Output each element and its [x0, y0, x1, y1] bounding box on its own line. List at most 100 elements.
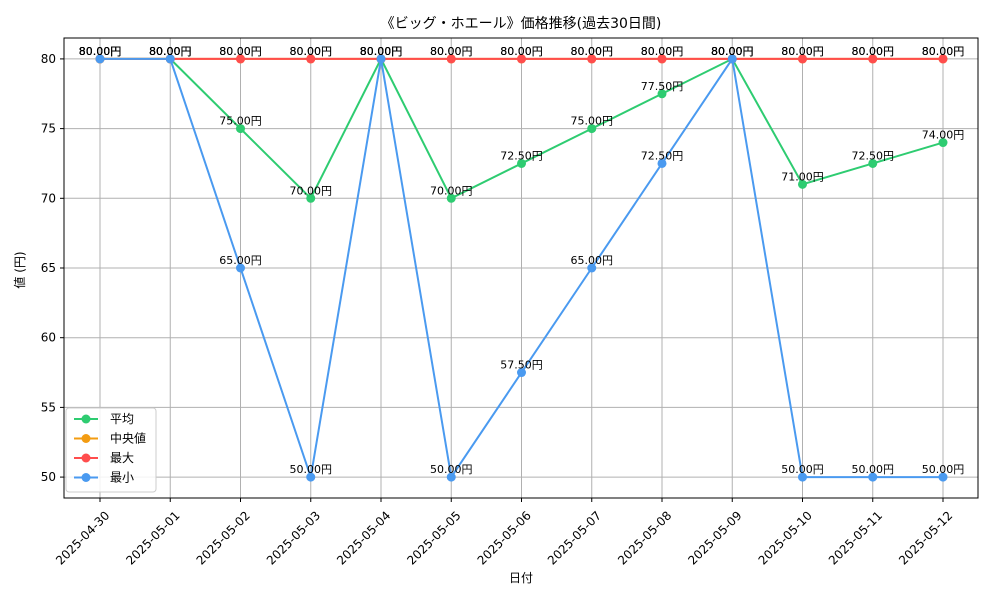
data-labels: 80.00円 80.00円 75.00円 70.00円 80.00円 70.00円 72.5…: [79, 45, 965, 476]
data-label: 80.00円: [360, 45, 403, 58]
y-tick-label: 60: [41, 331, 56, 345]
x-tick-label: 2025-05-04: [334, 508, 393, 567]
data-label: 80.00円: [711, 45, 754, 58]
x-tick-label: 2025-05-09: [685, 508, 744, 567]
y-tick-label: 55: [41, 400, 56, 414]
data-point: [938, 472, 948, 482]
x-tick-label: 2025-05-01: [123, 508, 182, 567]
series-group: [95, 54, 948, 482]
data-label: 65.00円: [219, 254, 262, 267]
data-point: [446, 472, 456, 482]
data-point: [657, 89, 667, 99]
data-label: 80.00円: [149, 45, 192, 58]
legend-label: 中央値: [110, 431, 146, 446]
data-point: [587, 124, 597, 134]
data-point: [517, 158, 526, 168]
x-tick-label: 2025-04-30: [53, 508, 112, 567]
x-tick-label: 2025-05-11: [826, 508, 885, 567]
legend-swatch-marker: [81, 453, 91, 463]
data-label: 80.00円: [149, 45, 192, 58]
data-label: 80.00円: [711, 45, 754, 58]
y-tick-label: 50: [41, 470, 56, 484]
y-axis: 50 55 60 65 70 75 80: [41, 52, 64, 484]
legend-label: 平均: [110, 412, 134, 426]
data-point: [236, 54, 245, 64]
data-point: [798, 472, 807, 482]
data-label: 50.00円: [430, 463, 473, 476]
data-point: [868, 54, 878, 64]
data-label: 80.00円: [571, 45, 614, 58]
data-label: 80.00円: [781, 45, 824, 58]
data-point: [587, 263, 597, 273]
data-label: 57.50円: [500, 359, 543, 372]
data-label: 71.00円: [781, 170, 824, 183]
data-label: 50.00円: [852, 463, 895, 476]
data-label: 80.00円: [149, 45, 192, 58]
data-point: [798, 179, 807, 189]
data-label: 50.00円: [290, 463, 333, 476]
data-label: 80.00円: [219, 45, 262, 58]
data-point: [446, 193, 456, 203]
legend-swatch-marker: [81, 473, 91, 482]
data-label: 80.00円: [922, 45, 965, 58]
x-axis: 2025-04-30 2025-05-01 2025-05-02 2025-05-03…: [53, 498, 955, 568]
data-point: [306, 472, 316, 482]
y-tick-label: 80: [41, 52, 56, 66]
data-label: 74.00円: [922, 129, 965, 142]
y-tick-label: 65: [41, 261, 56, 275]
data-label: 80.00円: [219, 45, 262, 58]
y-tick-label: 70: [41, 191, 56, 205]
data-point: [236, 124, 245, 134]
data-point: [517, 368, 526, 378]
data-label: 80.00円: [430, 45, 473, 58]
data-label: 80.00円: [290, 45, 333, 58]
data-label: 80.00円: [922, 45, 965, 58]
data-label: 80.00円: [290, 45, 333, 58]
data-point: [446, 54, 456, 64]
data-label: 80.00円: [500, 45, 543, 58]
data-point: [95, 54, 105, 64]
x-tick-label: 2025-05-07: [545, 508, 604, 567]
x-tick-label: 2025-05-06: [475, 508, 534, 567]
data-label: 80.00円: [79, 45, 122, 58]
y-axis-title: 値 (円): [12, 251, 27, 288]
data-label: 75.00円: [219, 115, 262, 128]
x-tick-label: 2025-05-05: [404, 508, 463, 567]
data-label: 80.00円: [360, 45, 403, 58]
data-point: [306, 193, 316, 203]
data-label: 80.00円: [781, 45, 824, 58]
data-point: [938, 138, 948, 148]
data-point: [938, 54, 948, 64]
data-label: 80.00円: [852, 45, 895, 58]
data-label: 72.50円: [500, 149, 543, 162]
x-tick-label: 2025-05-02: [194, 508, 253, 567]
data-point: [165, 54, 175, 64]
data-point: [306, 54, 316, 64]
data-point: [868, 158, 878, 168]
data-label: 80.00円: [711, 45, 754, 58]
data-label: 65.00円: [571, 254, 614, 267]
data-point: [587, 54, 597, 64]
legend-box: [65, 407, 157, 493]
x-axis-title: 日付: [509, 571, 533, 585]
data-point: [868, 472, 878, 482]
data-point: [236, 263, 245, 273]
data-point: [657, 54, 667, 64]
legend-swatch-marker: [81, 414, 91, 424]
x-tick-label: 2025-05-08: [615, 508, 674, 567]
x-tick-label: 2025-05-03: [264, 508, 323, 567]
data-label: 72.50円: [852, 149, 895, 162]
y-tick-label: 75: [41, 122, 56, 136]
data-label: 80.00円: [149, 45, 192, 58]
data-label: 80.00円: [571, 45, 614, 58]
data-label: 50.00円: [781, 463, 824, 476]
data-label: 80.00円: [79, 45, 122, 58]
data-point: [798, 54, 807, 64]
data-label: 77.50円: [641, 80, 684, 93]
data-label: 50.00円: [922, 463, 965, 476]
legend-label: 最大: [110, 451, 134, 465]
data-label: 80.00円: [430, 45, 473, 58]
data-label: 80.00円: [711, 45, 754, 58]
